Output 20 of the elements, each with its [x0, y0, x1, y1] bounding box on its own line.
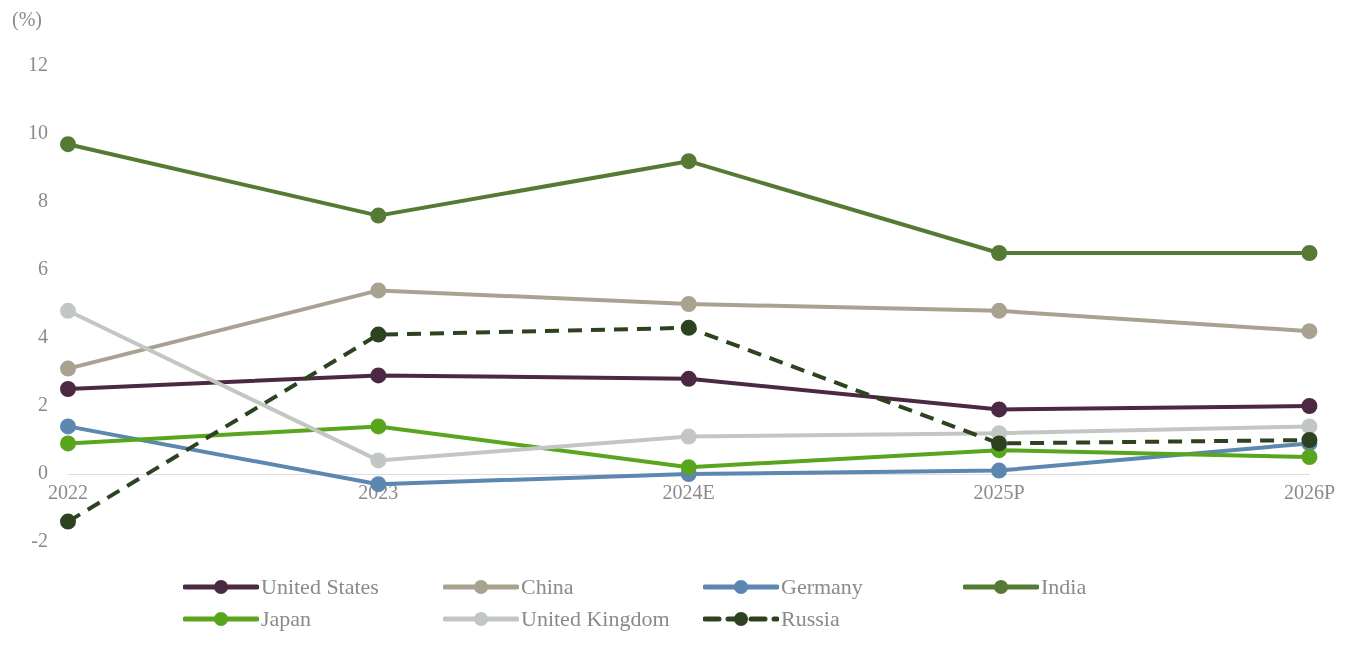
legend-label: Russia: [781, 606, 840, 632]
y-tick-label: 2: [38, 393, 48, 416]
legend-label: India: [1041, 574, 1087, 600]
x-tick-label: 2025P: [973, 481, 1025, 504]
y-tick-label: -2: [31, 529, 48, 552]
y-axis-title: (%): [12, 8, 43, 33]
legend-label: Germany: [781, 574, 863, 600]
y-tick-label: 12: [28, 53, 48, 76]
legend-label: United States: [261, 574, 379, 600]
y-tick-label: 8: [38, 189, 48, 212]
legend-label: Japan: [261, 606, 312, 632]
x-tick-label: 2022: [48, 481, 88, 504]
y-tick-label: 0: [38, 461, 48, 484]
y-tick-label: 4: [38, 325, 48, 348]
y-tick-label: 6: [38, 257, 48, 280]
y-tick-label: 10: [28, 121, 48, 144]
x-tick-label: 2024E: [662, 481, 715, 504]
legend-label: United Kingdom: [521, 606, 670, 632]
x-tick-label: 2026P: [1283, 481, 1335, 504]
legend-label: China: [521, 574, 574, 600]
